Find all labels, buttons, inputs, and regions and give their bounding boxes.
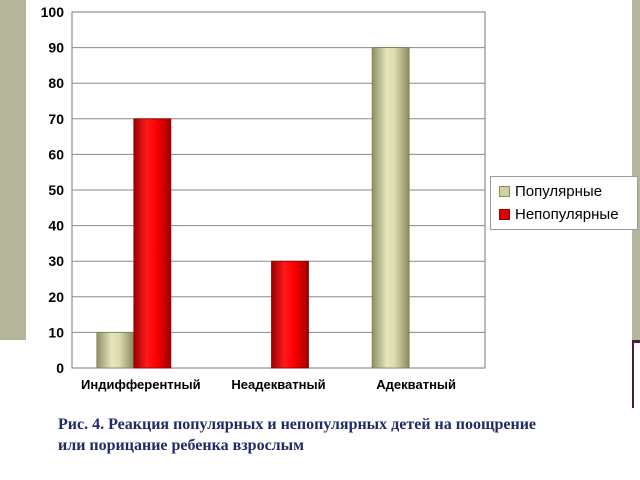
y-tick-label: 40 bbox=[48, 218, 64, 234]
bar-popular-0 bbox=[96, 331, 135, 369]
legend-swatch-popular bbox=[499, 185, 510, 197]
legend-label-popular: Популярные bbox=[515, 182, 603, 200]
y-tick-label: 60 bbox=[48, 146, 64, 162]
y-axis-ticks: 0 10 20 30 40 50 60 70 80 90 100 bbox=[41, 4, 65, 376]
y-tick-label: 30 bbox=[48, 253, 64, 269]
y-tick-label: 20 bbox=[48, 289, 64, 305]
y-tick-label: 70 bbox=[48, 111, 64, 127]
legend-item-unpopular: Непопулярные bbox=[499, 204, 619, 224]
y-tick-label: 10 bbox=[48, 324, 64, 340]
bar-unpopular-1 bbox=[271, 260, 309, 369]
bar-popular-2 bbox=[371, 47, 410, 369]
slide-vertical-line bbox=[632, 343, 634, 408]
y-tick-label: 100 bbox=[41, 4, 65, 20]
left-slide-strip bbox=[0, 0, 26, 340]
x-category-label: Адекватный bbox=[376, 377, 456, 392]
y-tick-label: 50 bbox=[48, 182, 64, 198]
legend: Популярные Непопулярные bbox=[490, 176, 638, 230]
legend-label-unpopular: Непопулярные bbox=[515, 205, 619, 223]
legend-item-popular: Популярные bbox=[499, 181, 602, 201]
x-axis-labels: Индифферентный Неадекватный Адекватный bbox=[81, 377, 456, 392]
figure-caption: Рис. 4. Реакция популярных и непопулярны… bbox=[58, 414, 618, 456]
bar-unpopular-0 bbox=[133, 118, 172, 369]
y-tick-label: 0 bbox=[56, 360, 64, 376]
bars bbox=[96, 47, 410, 369]
caption-line-1: Рис. 4. Реакция популярных и непопулярны… bbox=[58, 416, 537, 433]
y-tick-label: 90 bbox=[48, 40, 64, 56]
legend-swatch-unpopular bbox=[499, 208, 510, 220]
x-category-label: Неадекватный bbox=[231, 377, 325, 392]
y-tick-label: 80 bbox=[48, 75, 64, 91]
x-category-label: Индифферентный bbox=[81, 377, 201, 392]
caption-line-2: или порицание ребенка взрослым bbox=[58, 437, 305, 454]
